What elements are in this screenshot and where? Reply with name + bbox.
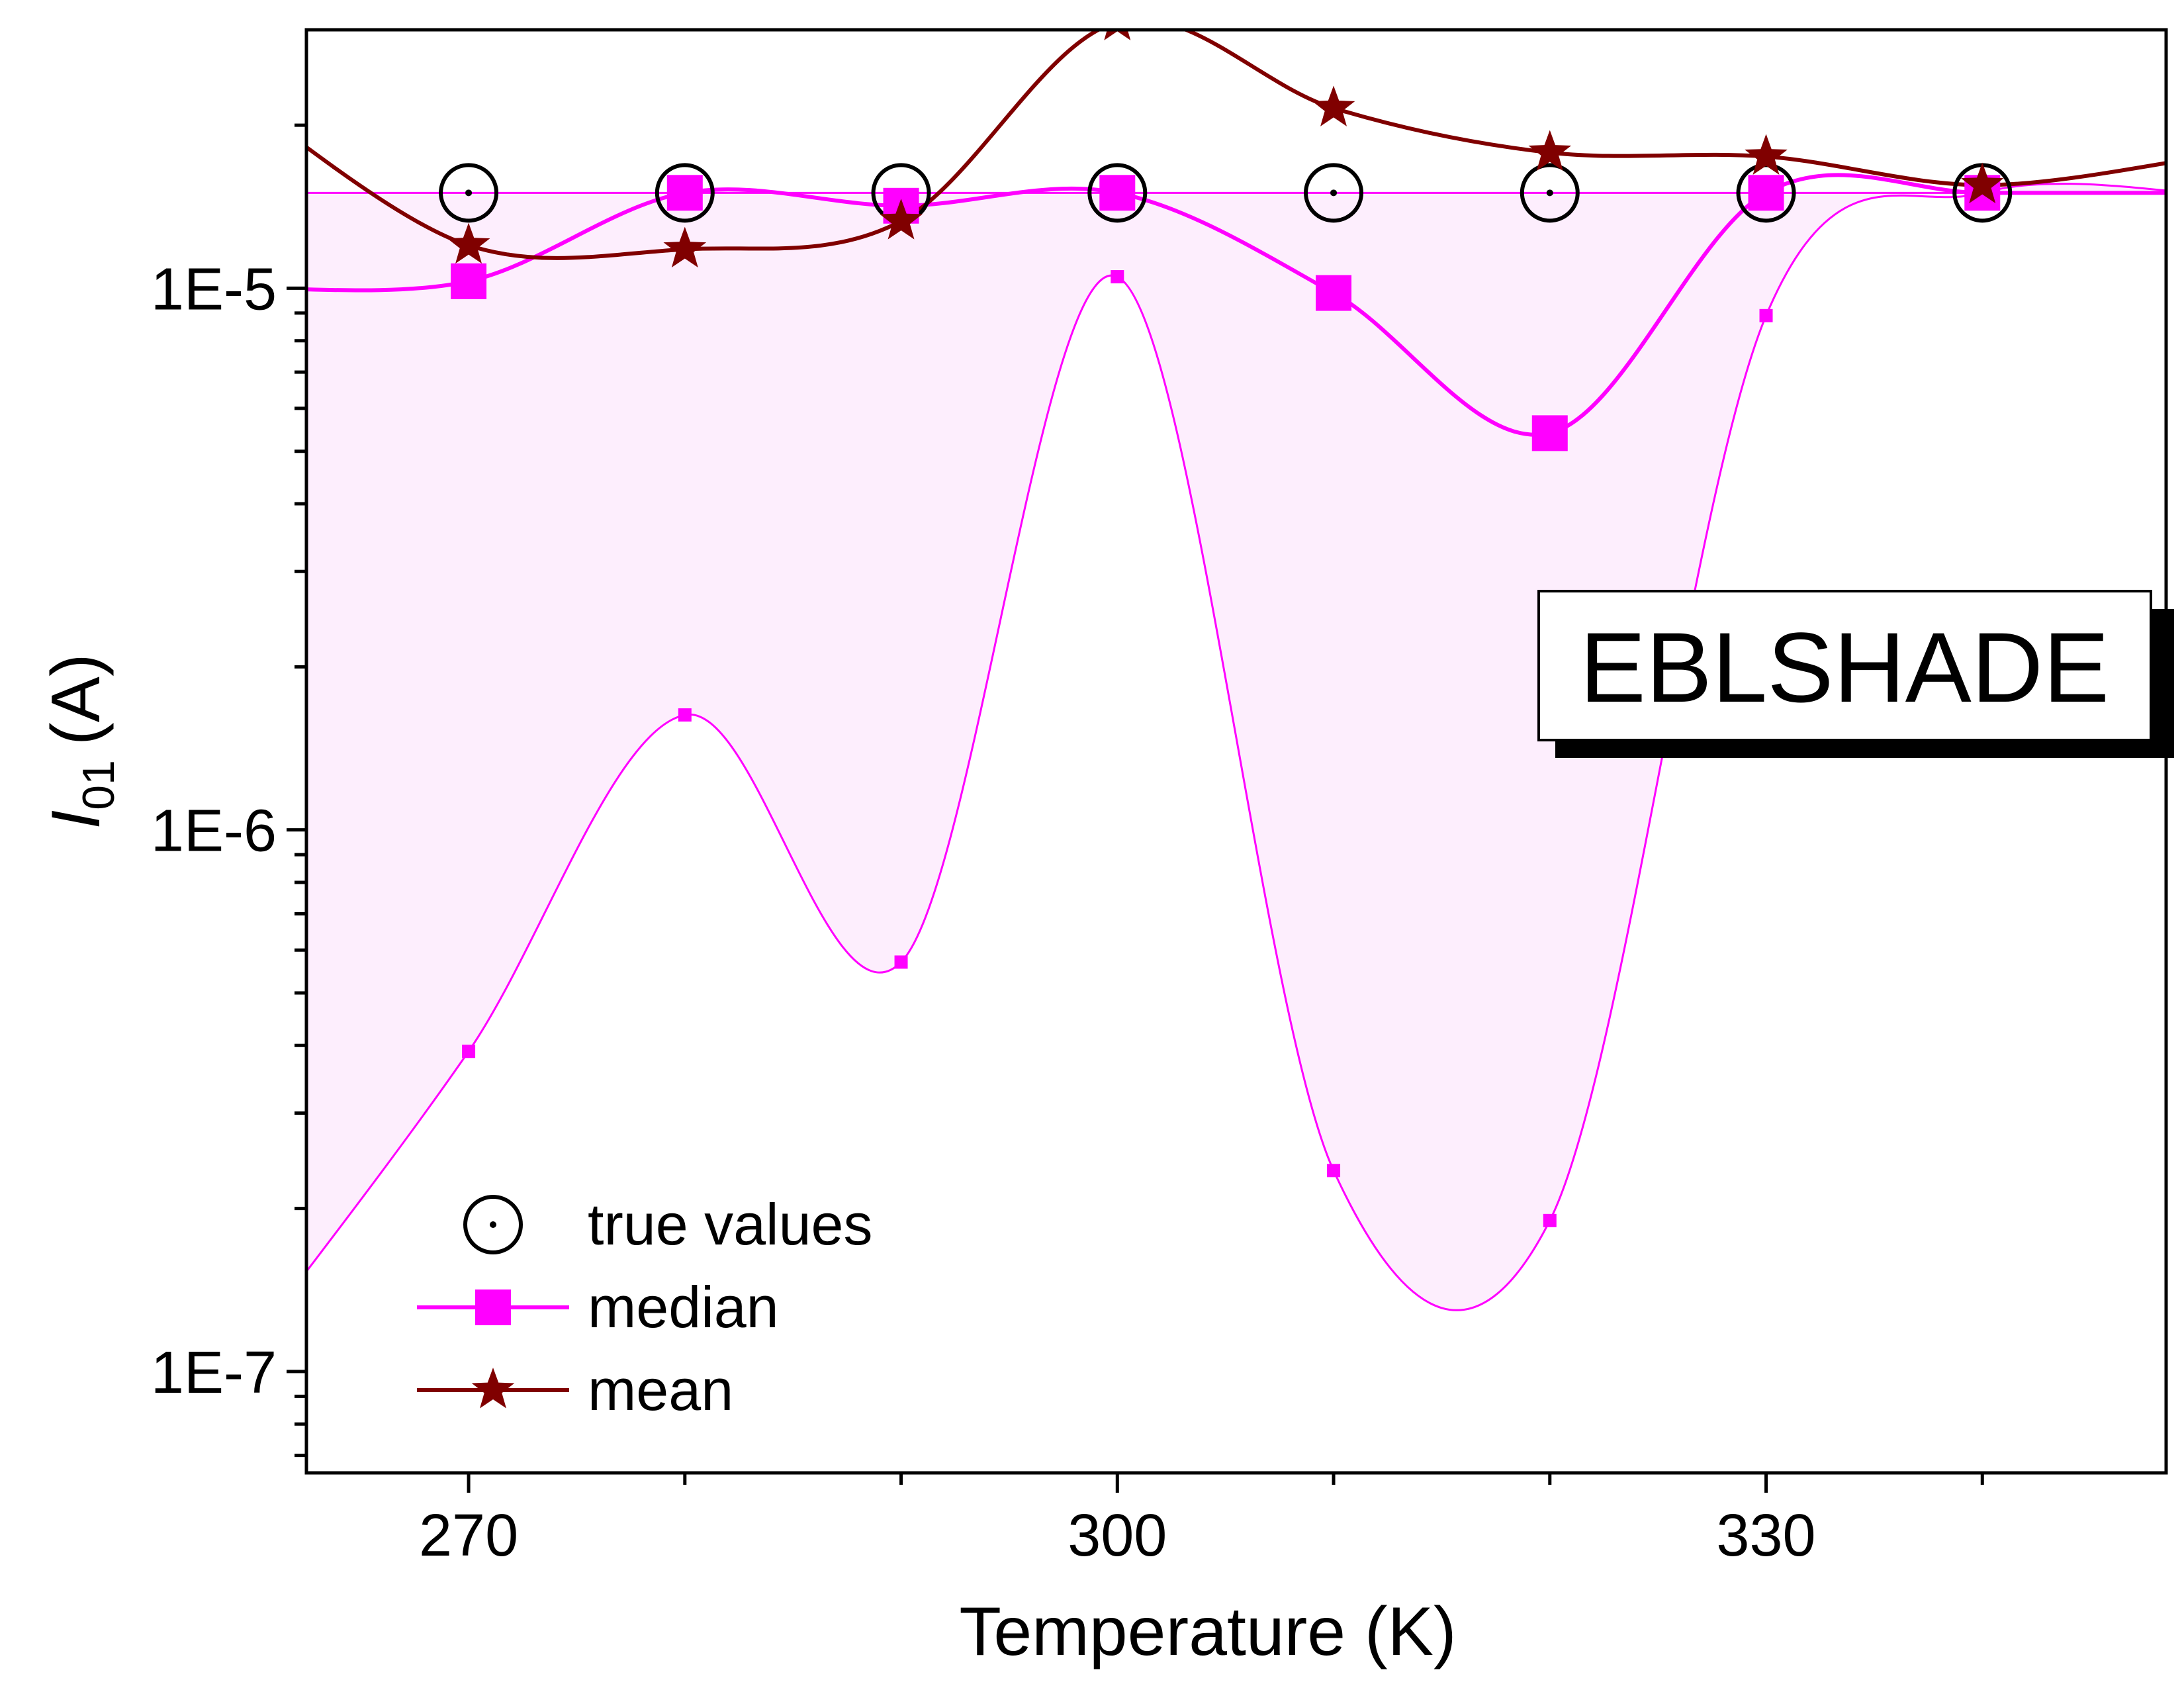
median-point xyxy=(2181,175,2184,211)
true-value-point xyxy=(2171,165,2184,220)
legend-label-true-values: true values xyxy=(588,1192,872,1257)
y-axis-title: I01 (A) xyxy=(38,653,124,829)
median-point xyxy=(1531,415,1568,451)
x-axis-title: Temperature (K) xyxy=(959,1593,1456,1670)
median-point xyxy=(666,175,703,211)
x-tick-label: 270 xyxy=(419,1503,518,1569)
true-value-point xyxy=(1304,163,1364,223)
mean-point xyxy=(880,199,923,240)
mean-point xyxy=(663,226,707,268)
algorithm-badge: EBLSHADE xyxy=(1537,590,2174,758)
band-lower-marker xyxy=(1327,1164,1341,1178)
mean-point xyxy=(2177,136,2184,177)
band-lower-marker xyxy=(1759,308,1773,322)
y-axis-title-unit: (A) xyxy=(38,653,114,745)
band-lower-marker xyxy=(462,1045,476,1058)
y-axis-title-subscript: 01 xyxy=(73,760,124,810)
median-point xyxy=(1748,175,1784,211)
true-value-point xyxy=(224,165,280,220)
median-point xyxy=(1316,275,1352,311)
median-line xyxy=(306,173,2166,437)
median-point xyxy=(1099,175,1136,211)
mean-point xyxy=(1960,162,2004,204)
band-lower-marker xyxy=(1111,270,1124,284)
y-tick-label: 1E-7 xyxy=(151,1340,277,1406)
band-lower-marker xyxy=(1543,1213,1557,1227)
mean-point xyxy=(1312,85,1355,126)
legend-item-mean: mean xyxy=(417,1357,733,1423)
plot-area xyxy=(224,30,2184,1311)
confidence-band xyxy=(306,183,2166,1311)
x-tick-label: 300 xyxy=(1068,1503,1167,1569)
true-value-point xyxy=(1520,163,1580,223)
band-lower-markers xyxy=(462,186,1989,1227)
median-point xyxy=(451,263,487,299)
algorithm-badge-label: EBLSHADE xyxy=(1580,612,2109,723)
legend: true values median mean xyxy=(417,1192,872,1423)
mean-point xyxy=(231,85,274,126)
y-axis: 1E-7 1E-6 1E-5 xyxy=(151,123,306,1458)
legend-item-median: median xyxy=(417,1274,779,1340)
band-lower-marker xyxy=(894,955,908,969)
mean-line xyxy=(306,30,2166,260)
y-axis-title-symbol: I xyxy=(38,810,114,829)
band-lower-marker xyxy=(678,708,692,722)
y-tick-label: 1E-6 xyxy=(151,798,277,865)
mean-point xyxy=(447,222,490,264)
mean-point xyxy=(1104,30,1131,40)
y-tick-label: 1E-5 xyxy=(151,256,277,322)
mean-point xyxy=(1745,134,1788,175)
mean-markers xyxy=(231,30,2184,268)
legend-label-mean: mean xyxy=(588,1357,733,1423)
x-axis: 270 300 330 xyxy=(419,1473,1984,1569)
legend-item-true-values: true values xyxy=(463,1192,872,1257)
true-value-point xyxy=(439,163,499,223)
mean-point xyxy=(1528,130,1572,171)
legend-label-median: median xyxy=(588,1274,779,1340)
x-tick-label: 330 xyxy=(1716,1503,1815,1569)
